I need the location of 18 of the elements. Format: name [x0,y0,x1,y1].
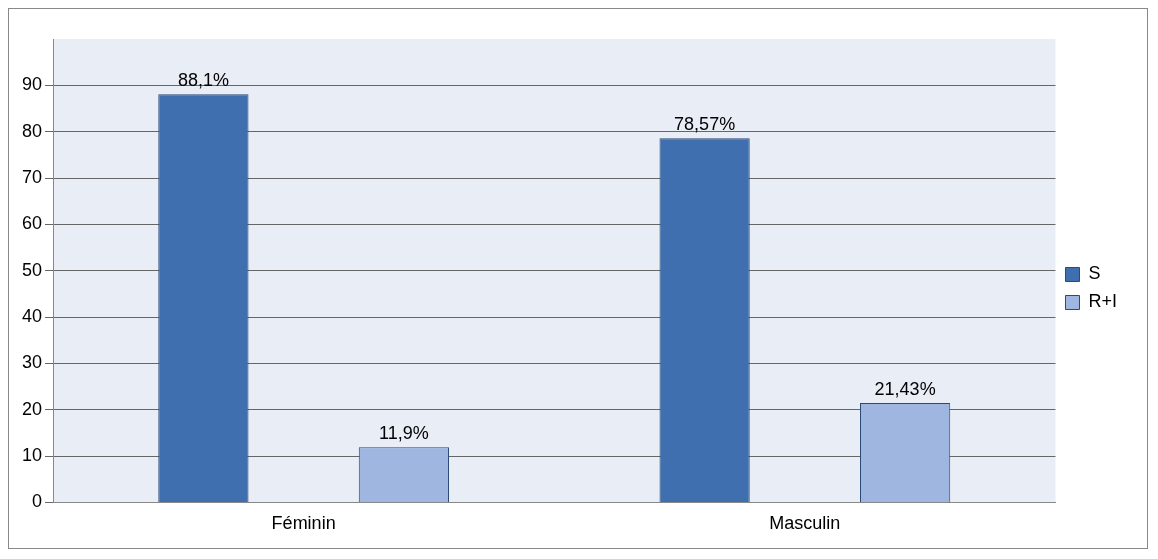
data-label: 78,57% [674,114,736,135]
y-tick-label: 60 [21,213,43,234]
data-label: 21,43% [874,379,936,400]
y-tick-label: 70 [21,166,43,187]
y-tick-label: 50 [21,259,43,280]
y-tick-label: 0 [32,491,43,512]
x-tick-label: Féminin [271,513,336,534]
x-tick-label: Masculin [769,513,841,534]
data-label: 11,9% [379,423,429,444]
legend-label: R+I [1088,291,1117,312]
y-tick-label: 10 [21,445,43,466]
legend-label: S [1088,263,1101,284]
y-tick-label: 40 [21,306,43,327]
data-label: 88,1% [177,70,229,91]
y-tick-label: 90 [21,74,43,95]
y-tick-label: 30 [21,352,43,373]
y-tick-label: 20 [21,398,43,419]
y-tick-label: 80 [21,120,43,141]
